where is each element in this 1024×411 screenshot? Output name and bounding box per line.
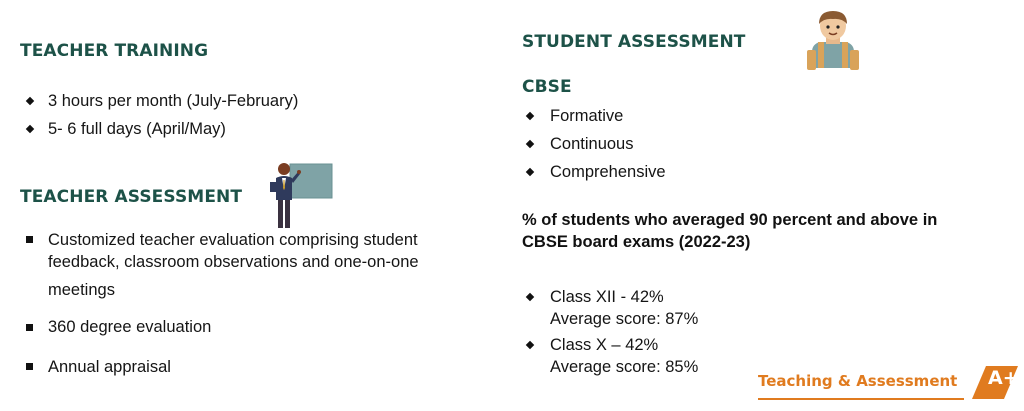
stat-heading: % of students who averaged 90 percent an… [522, 209, 937, 253]
bullet-icon [25, 124, 35, 134]
list-item-line: meetings [48, 281, 115, 299]
cbse-subheading: CBSE [522, 77, 572, 97]
list-item: Continuous [550, 135, 634, 153]
result-average: Average score: 85% [550, 358, 699, 376]
student-assessment-heading: STUDENT ASSESSMENT [522, 32, 746, 52]
list-item: Comprehensive [550, 163, 666, 181]
stat-heading-line: CBSE board exams (2022-23) [522, 233, 751, 251]
bullet-icon [525, 111, 535, 121]
list-item: Customized teacher evaluation comprising… [48, 229, 419, 301]
list-item-line: Customized teacher evaluation comprising… [48, 231, 418, 249]
list-item: 3 hours per month (July-February) [48, 92, 299, 110]
result-class: Class XII - 42% [550, 288, 664, 306]
bullet-icon [525, 139, 535, 149]
list-item: Annual appraisal [48, 358, 171, 376]
list-item: 5- 6 full days (April/May) [48, 120, 226, 138]
list-item-line: feedback, classroom observations and one… [48, 253, 419, 271]
result-item: Class X – 42% Average score: 85% [550, 334, 698, 378]
list-item: 360 degree evaluation [48, 318, 212, 336]
stat-heading-line: % of students who averaged 90 percent an… [522, 211, 938, 229]
bullet-icon [525, 292, 535, 302]
grade-badge: A+ [988, 367, 1019, 389]
bullet-icon [525, 167, 535, 177]
bullet-icon [25, 96, 35, 106]
teacher-training-heading: TEACHER TRAINING [20, 41, 209, 61]
bullet-icon [26, 236, 33, 243]
list-item: Formative [550, 107, 624, 125]
result-item: Class XII - 42% Average score: 87% [550, 286, 698, 330]
bullet-icon [26, 324, 33, 331]
bullet-icon [525, 340, 535, 350]
teacher-assessment-heading: TEACHER ASSESSMENT [20, 187, 243, 207]
teacher-at-board-icon [270, 163, 333, 228]
bullet-icon [26, 363, 33, 370]
student-with-backpack-icon [807, 11, 859, 70]
result-class: Class X – 42% [550, 336, 659, 354]
result-average: Average score: 87% [550, 310, 699, 328]
footer-underline [758, 366, 1018, 400]
footer-label: Teaching & Assessment [758, 372, 958, 390]
